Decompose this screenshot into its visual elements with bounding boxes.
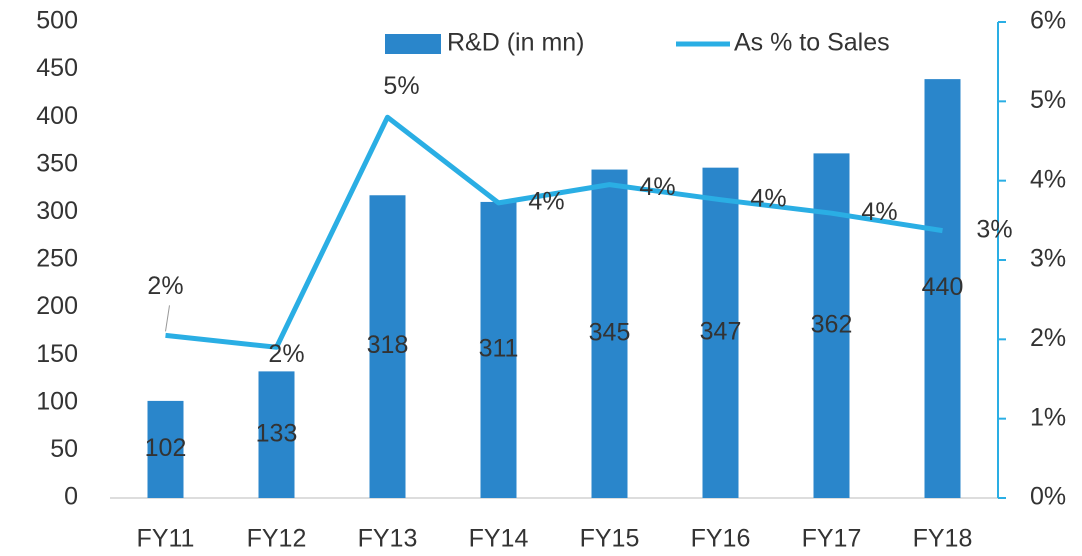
line-label: 4% [861, 198, 897, 226]
y-tick-label: 150 [36, 340, 78, 368]
line-label: 3% [976, 215, 1012, 243]
y2-tick-label: 4% [1030, 165, 1066, 193]
y-tick-label: 50 [50, 435, 78, 463]
bar-label: 102 [145, 434, 187, 462]
y2-tick-label: 3% [1030, 245, 1066, 273]
bar-label: 362 [811, 310, 853, 338]
y-tick-label: 400 [36, 102, 78, 130]
bar [369, 195, 406, 498]
legend-label: As % to Sales [734, 29, 890, 57]
bar [258, 371, 295, 498]
bar [702, 167, 739, 498]
y-tick-label: 250 [36, 245, 78, 273]
y-tick-label: 300 [36, 197, 78, 225]
x-tick-label: FY11 [137, 525, 195, 553]
y-tick-label: 500 [36, 7, 78, 35]
bar-label: 345 [589, 318, 631, 346]
bar [591, 169, 628, 498]
bar-label: 133 [256, 419, 298, 447]
bar-label: 318 [367, 331, 409, 359]
bar-label: 440 [922, 273, 964, 301]
y2-tick-label: 2% [1030, 324, 1066, 352]
y-tick-label: 350 [36, 149, 78, 177]
bar-label: 347 [700, 317, 742, 345]
y-tick-label: 0 [64, 483, 78, 511]
x-tick-label: FY17 [802, 525, 862, 553]
y2-tick-label: 6% [1030, 7, 1066, 35]
bar [480, 201, 517, 499]
x-tick-label: FY15 [580, 525, 640, 553]
bar [924, 79, 961, 499]
legend-swatch [385, 34, 441, 54]
line-label: 2% [268, 340, 304, 368]
line [165, 114, 943, 350]
bar-label: 311 [479, 335, 519, 363]
line-label: 5% [383, 72, 419, 100]
x-tick-label: FY16 [691, 525, 751, 553]
y2-tick-label: 0% [1030, 483, 1066, 511]
y2-tick-label: 1% [1030, 403, 1066, 431]
y2-tick-label: 5% [1030, 86, 1066, 114]
y-tick-label: 450 [36, 54, 78, 82]
legend-label: R&D (in mn) [447, 29, 585, 57]
y-tick-label: 200 [36, 292, 78, 320]
y-tick-label: 100 [36, 387, 78, 415]
line-label: 4% [639, 173, 675, 201]
leader-line [165, 305, 170, 332]
bar [147, 400, 184, 498]
line-label: 4% [750, 184, 786, 212]
x-tick-label: FY13 [358, 525, 418, 553]
x-tick-label: FY12 [247, 525, 307, 553]
x-tick-label: FY14 [469, 525, 529, 553]
line-label: 2% [147, 272, 183, 300]
line-label: 4% [528, 187, 564, 215]
x-tick-label: FY18 [913, 525, 973, 553]
